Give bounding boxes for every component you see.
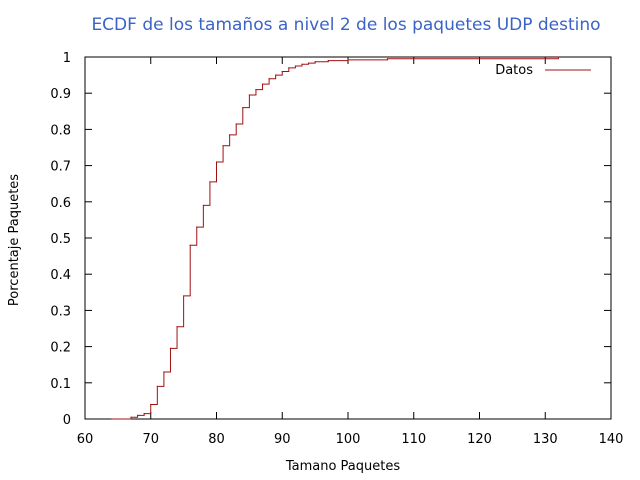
data-point	[130, 416, 132, 418]
x-axis: 60 70 80 90 100 110 120 130 140	[77, 57, 624, 447]
data-point	[183, 295, 185, 297]
data-point	[150, 403, 152, 406]
data-point	[288, 67, 290, 69]
plot-frame	[84, 56, 612, 420]
chart-title: ECDF de los tamaños a nivel 2 de los paq…	[91, 15, 600, 35]
data-point	[110, 418, 112, 420]
data-point	[196, 226, 198, 228]
x-tick-label: 140	[599, 432, 624, 447]
data-point	[143, 412, 145, 415]
data-point	[314, 61, 316, 63]
y-tick-label: 0.3	[50, 304, 71, 319]
data-point	[327, 60, 329, 62]
data-point	[137, 414, 139, 416]
x-tick-label: 80	[208, 432, 225, 447]
series-layer	[110, 56, 560, 420]
x-tick-label: 110	[401, 432, 426, 447]
data-point	[169, 347, 172, 350]
y-tick-label: 0	[63, 413, 71, 428]
x-tick-label: 120	[467, 432, 492, 447]
data-point	[261, 83, 264, 85]
data-point	[189, 244, 191, 246]
y-tick-label: 0.6	[50, 196, 71, 211]
legend: Datos	[495, 63, 591, 78]
data-point	[386, 58, 389, 60]
data-point	[215, 161, 218, 163]
data-point	[268, 78, 270, 80]
data-point	[255, 88, 257, 91]
data-point	[222, 145, 224, 147]
y-tick-label: 0.8	[50, 123, 71, 138]
y-tick-label: 0.2	[50, 341, 71, 356]
data-point	[301, 63, 303, 65]
data-point	[156, 385, 158, 388]
data-point	[557, 56, 560, 58]
legend-label: Datos	[495, 63, 533, 78]
x-tick-label: 60	[77, 432, 94, 447]
data-point	[347, 59, 349, 61]
data-point	[209, 181, 211, 183]
data-point	[307, 62, 310, 64]
y-tick-label: 0.7	[50, 160, 71, 175]
x-axis-label: Tamano Paquetes	[285, 459, 401, 474]
x-tick-label: 70	[142, 432, 159, 447]
x-tick-label: 90	[274, 432, 291, 447]
data-point	[248, 94, 250, 96]
data-point	[242, 107, 244, 109]
data-point	[163, 371, 165, 373]
y-tick-label: 1	[63, 51, 71, 66]
data-point	[281, 70, 283, 73]
x-tick-label: 100	[336, 432, 361, 447]
data-point	[235, 123, 237, 125]
series-line-datos	[111, 57, 559, 420]
y-tick-label: 0.1	[50, 377, 71, 392]
y-axis-label: Porcentaje Paquetes	[7, 174, 22, 306]
data-point	[294, 65, 296, 67]
y-axis: 0 0.1 0.2 0.3 0.4 0.5 0.6 0.7 0.8 0.9 1	[50, 51, 611, 428]
y-tick-label: 0.4	[50, 268, 71, 283]
y-tick-label: 0.9	[50, 87, 71, 102]
data-point	[176, 326, 178, 328]
data-point	[229, 134, 231, 136]
x-tick-label: 130	[533, 432, 558, 447]
data-point	[202, 204, 204, 207]
data-point	[275, 74, 277, 76]
y-tick-label: 0.5	[50, 232, 71, 247]
